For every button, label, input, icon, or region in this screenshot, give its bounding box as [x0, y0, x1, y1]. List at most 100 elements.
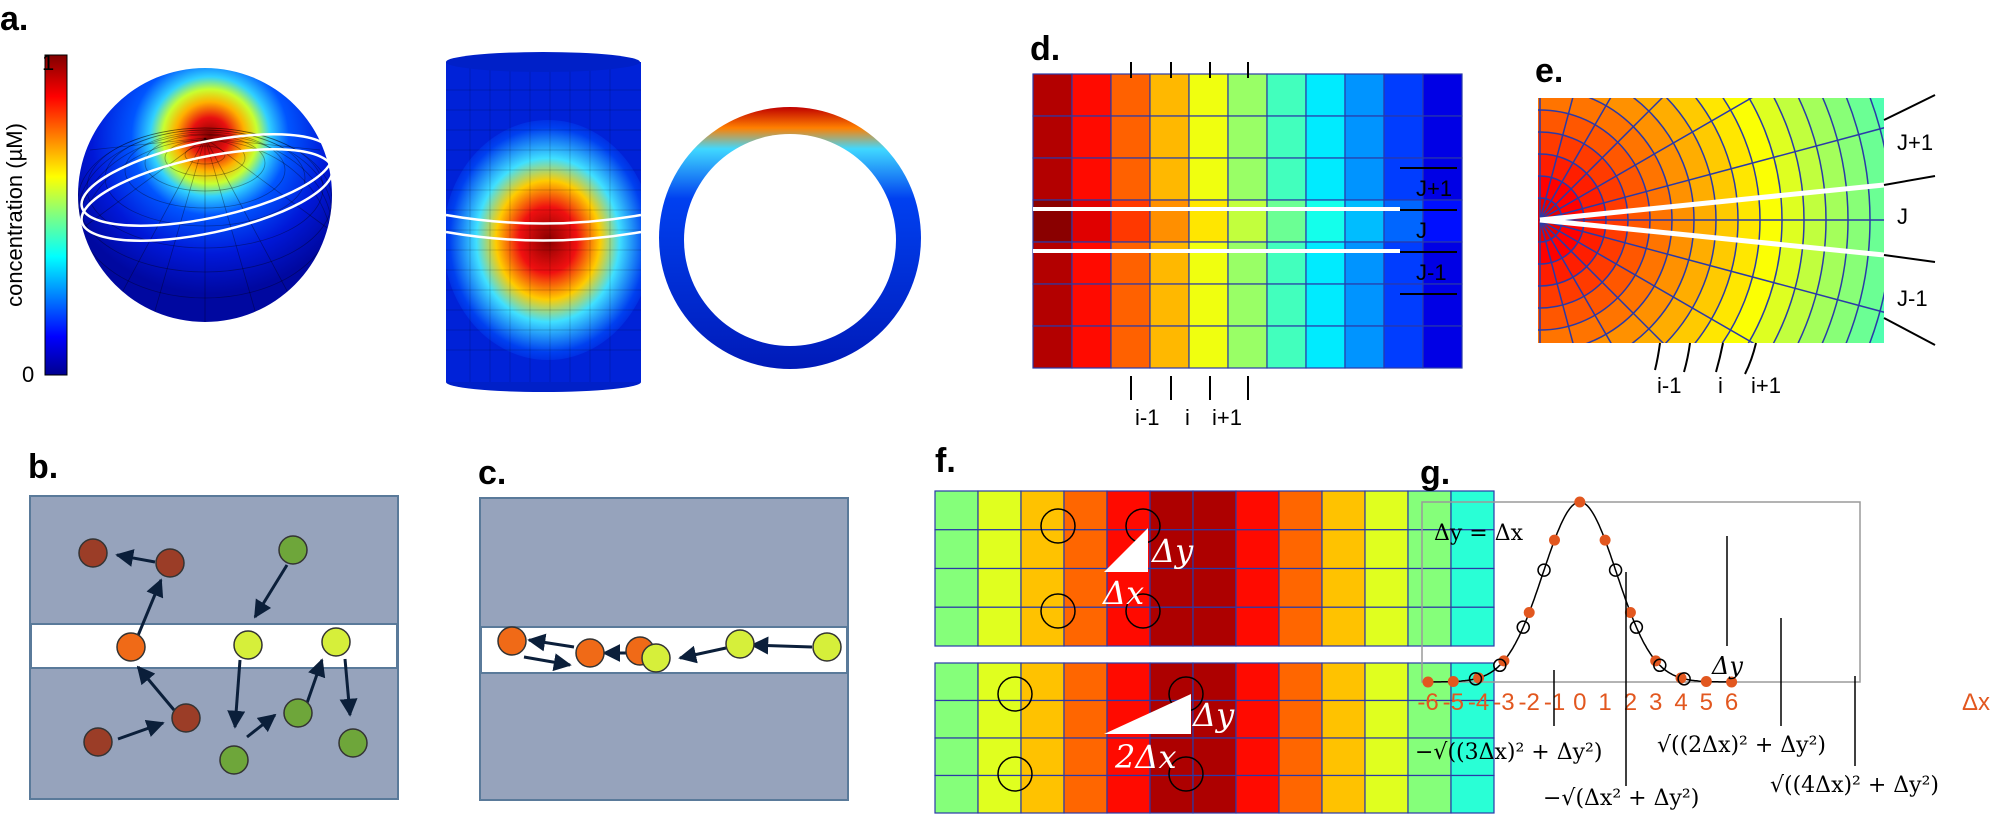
grid-cell: [1149, 662, 1194, 702]
polar-spoke: [1539, 219, 1612, 343]
grid-cell: [1235, 490, 1280, 531]
grid-cell: [1063, 699, 1108, 739]
particle: [725, 629, 755, 659]
grid-cell: [1188, 241, 1229, 285]
grid-cell: [1188, 115, 1229, 159]
e-col-i: i: [1718, 373, 1723, 398]
f-circles: [997, 508, 1204, 792]
d-row-J: J: [1416, 218, 1427, 243]
grid-cell: [977, 699, 1022, 739]
grid-d-ticks: [1130, 62, 1457, 400]
d-col-i: i: [1185, 405, 1190, 430]
grid-cell: [1032, 283, 1073, 327]
grid-cell: [1450, 737, 1495, 777]
particle: [321, 627, 351, 657]
ring-inner: [684, 134, 896, 346]
sphere-band-top: [80, 133, 334, 227]
grid-cell: [1364, 529, 1409, 570]
e-row-J-minus-1: J-1: [1897, 286, 1928, 311]
g-interp-point: [1653, 658, 1667, 673]
panel-label-e: e.: [1535, 52, 1563, 90]
g-x-tick: 4: [1674, 689, 1687, 716]
grid-cell: [934, 662, 979, 702]
grid-cell: [1321, 567, 1366, 608]
g-dy-label: Δy: [1711, 652, 1743, 680]
grid-cell: [1407, 490, 1452, 531]
g-x-tick: 6: [1725, 689, 1738, 716]
grid-cell: [1188, 199, 1229, 243]
grid-cell: [1188, 283, 1229, 327]
g-interp-point: [1677, 672, 1691, 686]
cylinder-mesh: [446, 62, 641, 382]
grid-cell: [1321, 606, 1366, 647]
d-row-J-plus-1: J+1: [1416, 176, 1452, 201]
e-col-i-plus-1: i+1: [1751, 373, 1781, 398]
grid-cell: [1106, 490, 1151, 531]
grid-cell: [934, 529, 979, 570]
grid-cell: [1364, 567, 1409, 608]
panel-label-b: b.: [28, 448, 58, 486]
g-label-n1: −√(Δx² + Δy²): [1543, 786, 1699, 811]
grid-cell: [1364, 606, 1409, 647]
colorbar-max: 1: [42, 50, 54, 75]
grid-cell: [977, 606, 1022, 647]
g-grid-point: [1624, 606, 1636, 618]
polar-band-line: [1539, 217, 1884, 258]
grid-cell: [1020, 774, 1065, 814]
grid-d: [1032, 73, 1463, 369]
grid-cell: [1071, 73, 1112, 117]
polar-spoke: [1539, 98, 1664, 221]
polar-spoke: [1539, 219, 1665, 343]
grid-cell: [1020, 606, 1065, 647]
b-particles: [78, 535, 368, 775]
g-interp-point: [1468, 672, 1483, 686]
polar-band-line: [1539, 182, 1884, 223]
f-top-dy: Δy: [1150, 532, 1194, 570]
grid-cell: [1450, 567, 1495, 608]
polar-spoke: [1539, 219, 1884, 313]
grid-cell: [1110, 115, 1151, 159]
grid-cell: [1110, 199, 1151, 243]
grid-cell: [1450, 774, 1495, 814]
grid-cell: [1278, 662, 1323, 702]
grid-cell: [1063, 567, 1108, 608]
grid-cell: [1063, 737, 1108, 777]
grid-cell: [1321, 737, 1366, 777]
g-leader-lines: [1553, 536, 1856, 786]
panel-label-f: f.: [935, 442, 956, 480]
grid-cell: [1110, 283, 1151, 327]
particle: [116, 632, 146, 662]
grid-cell: [1188, 325, 1229, 369]
grid-cell: [1235, 699, 1280, 739]
grid-cell: [1407, 606, 1452, 647]
grid-cell: [1149, 115, 1190, 159]
grid-cell: [1422, 115, 1463, 159]
grid-cell: [1192, 606, 1237, 647]
g-grid-point: [1447, 676, 1459, 688]
grid-cell: [1106, 774, 1151, 814]
grid-cell: [977, 490, 1022, 531]
grid-cell: [1305, 73, 1346, 117]
grid-cell: [934, 737, 979, 777]
grid-cell: [1106, 662, 1151, 702]
grid-cell: [1235, 606, 1280, 647]
grid-cell: [1227, 325, 1268, 369]
g-x-tick: -5: [1443, 689, 1464, 716]
grid-cell: [1266, 325, 1307, 369]
polar-spoke: [1539, 127, 1884, 221]
g-interp-point: [1629, 620, 1644, 634]
f-bottom-dx: 2Δx: [1114, 738, 1177, 776]
c-arrows: [523, 633, 813, 672]
f-sample-circle: [1040, 508, 1076, 544]
g-grid-point: [1574, 496, 1586, 508]
g-grid-point: [1422, 676, 1434, 688]
g-marks: [1422, 496, 1738, 688]
grid-cell: [1278, 774, 1323, 814]
grid-cell: [1110, 241, 1151, 285]
grid-cell: [1188, 157, 1229, 201]
g-x-tick: 0: [1573, 689, 1586, 716]
panel-g: g. Δy = Δx -6 -5 -4 -3 -2 -1 0 1 2 3 4 5 6 Δx Δy −√(…: [1415, 454, 1990, 811]
grid-cell: [1071, 199, 1112, 243]
grid-cell: [1192, 529, 1237, 570]
grid-cell: [1032, 325, 1073, 369]
